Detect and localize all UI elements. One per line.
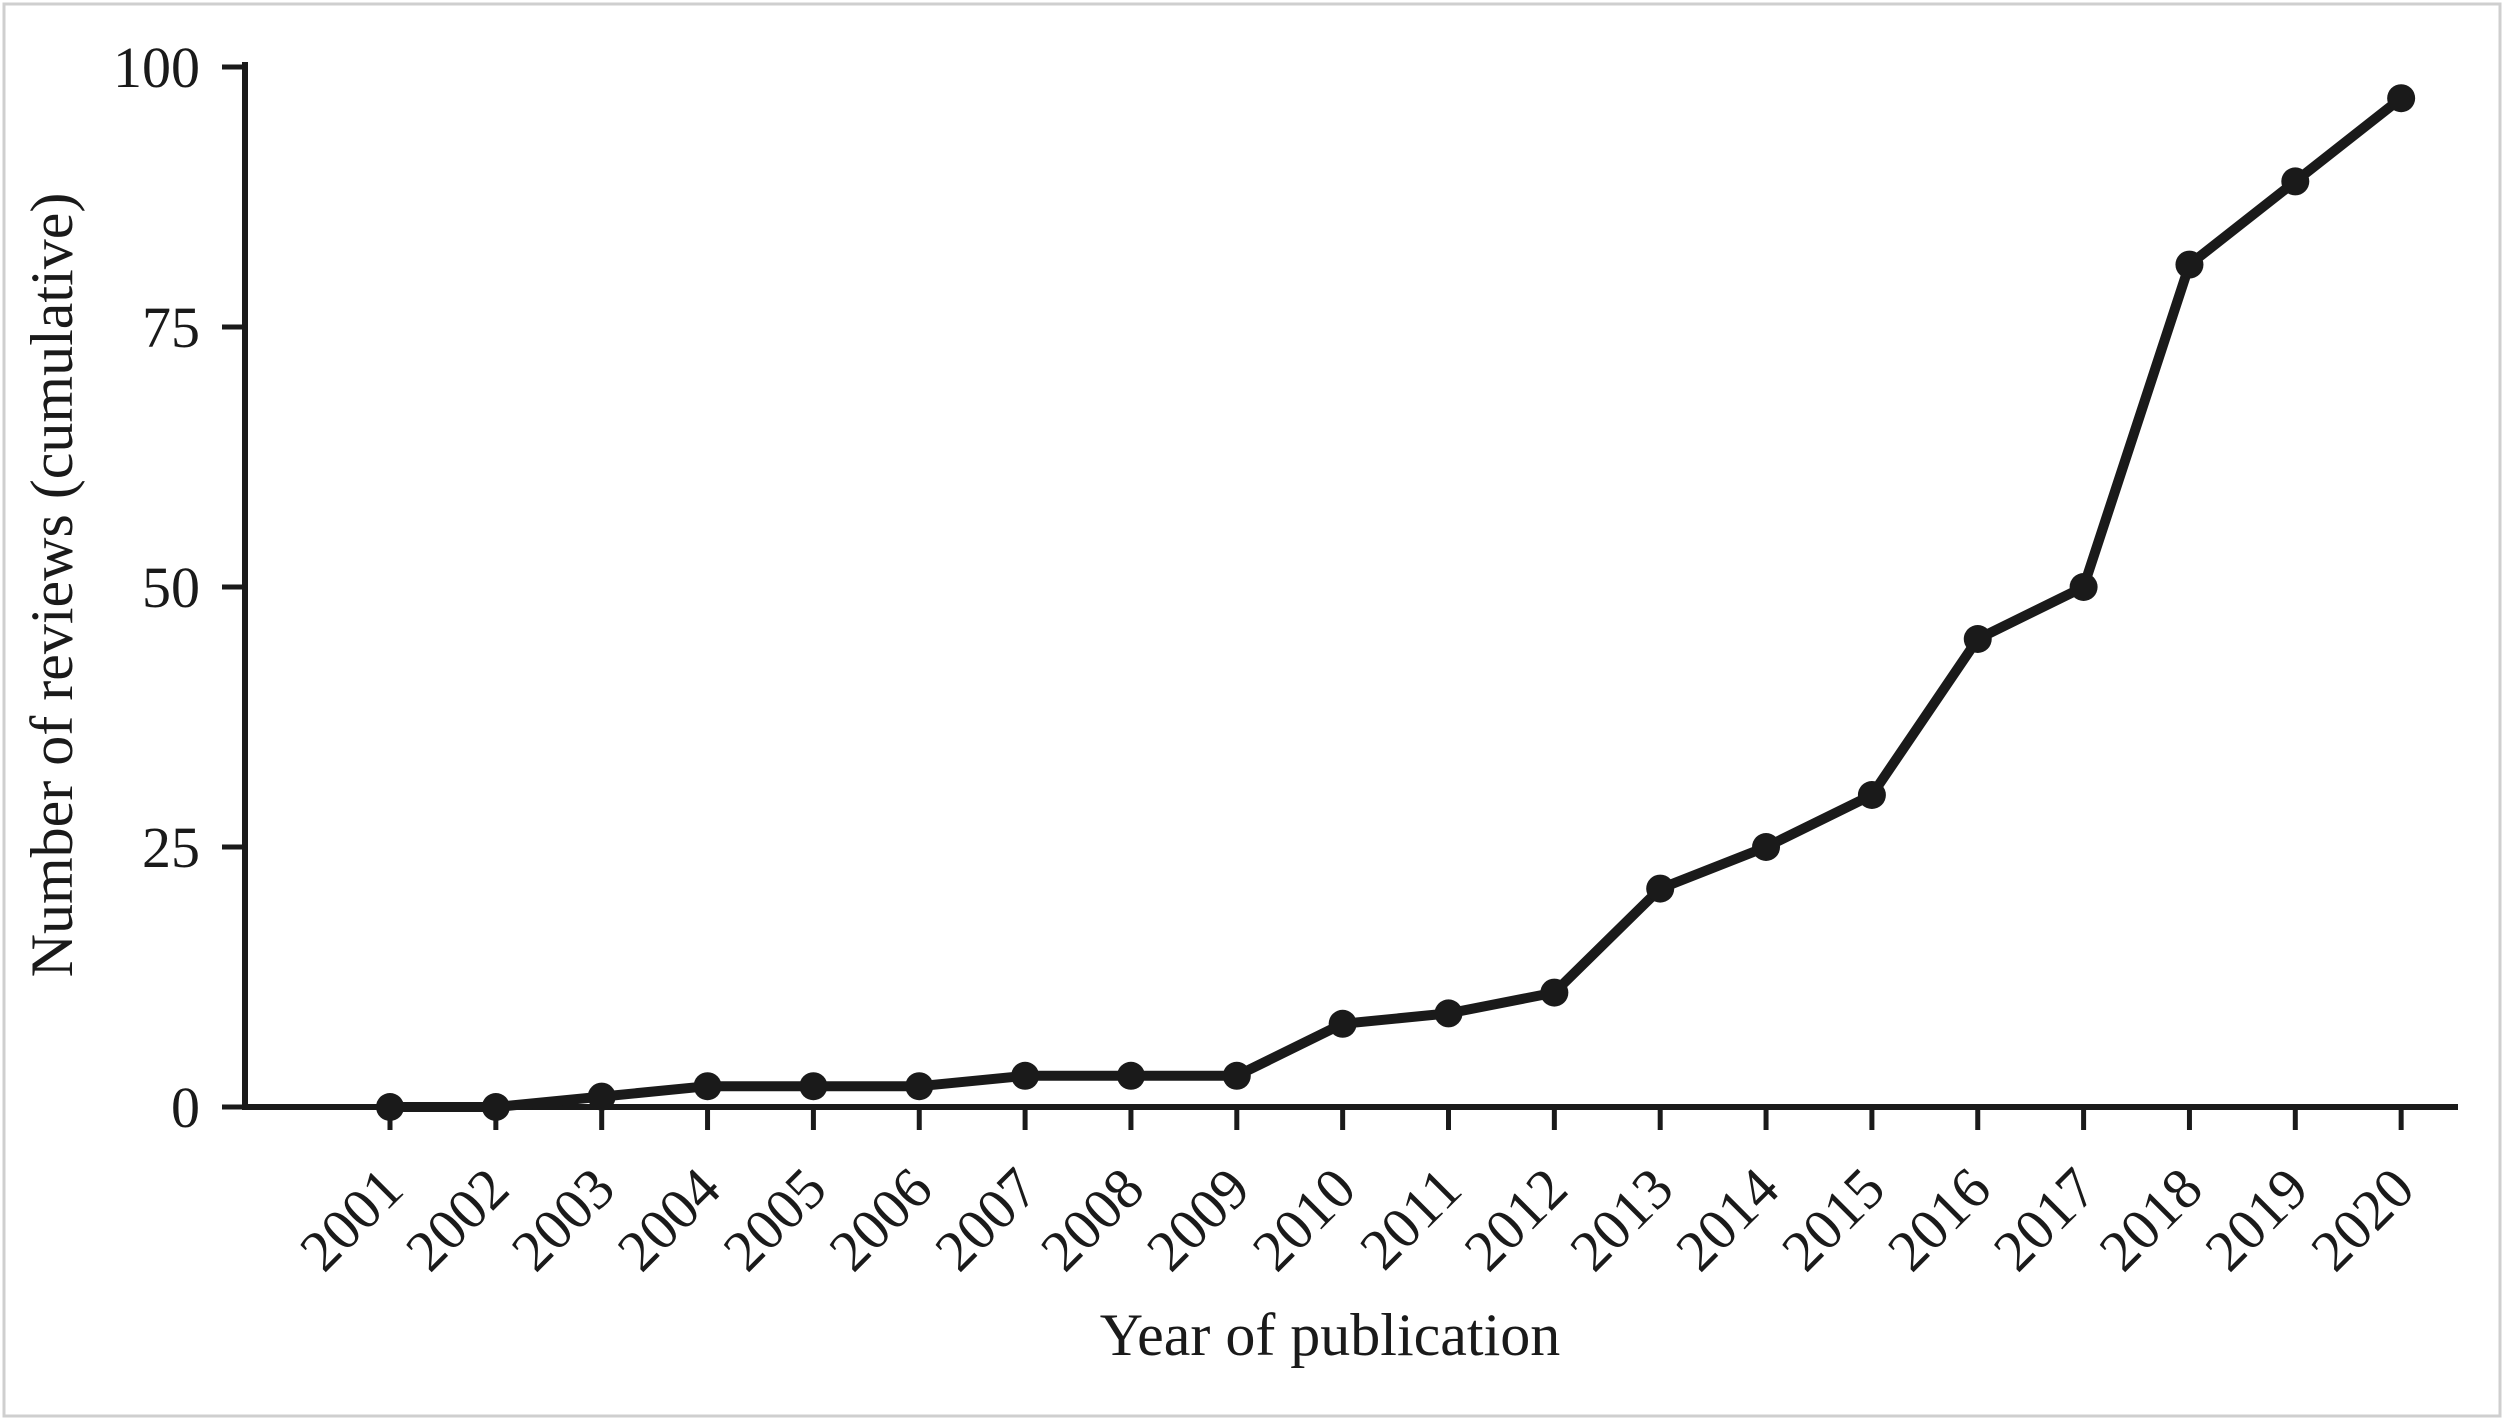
data-point-2018 <box>2175 250 2204 279</box>
x-tick-label: 2013 <box>1557 1155 1685 1283</box>
x-tick-label: 2005 <box>711 1155 839 1283</box>
data-point-2002 <box>481 1093 510 1121</box>
data-point-2010 <box>1328 1009 1357 1038</box>
data-point-2012 <box>1540 978 1569 1007</box>
data-point-2019 <box>2281 167 2310 196</box>
data-point-2005 <box>799 1072 828 1101</box>
data-point-2001 <box>376 1093 404 1121</box>
data-point-2013 <box>1646 874 1675 903</box>
series-line <box>385 93 2407 1112</box>
data-point-2014 <box>1752 833 1781 861</box>
x-axis-title: Year of publication <box>1100 1302 1561 1368</box>
x-tick-label: 2018 <box>2087 1155 2215 1283</box>
data-point-2016 <box>1963 625 1992 653</box>
data-point-2017 <box>2069 573 2098 601</box>
y-tick-label: 50 <box>142 555 200 620</box>
data-point-2003 <box>587 1082 616 1111</box>
data-point-2008 <box>1116 1061 1145 1090</box>
data-point-2011 <box>1434 999 1463 1028</box>
x-tick-label: 2010 <box>1240 1155 1368 1283</box>
x-tick-label: 2002 <box>393 1155 521 1283</box>
plot-area: 0255075100200120022003200420052006200720… <box>113 35 2458 1283</box>
y-tick-label: 75 <box>142 295 200 360</box>
data-point-2006 <box>905 1072 934 1101</box>
x-tick-label: 2001 <box>287 1155 415 1283</box>
x-tick-label: 2019 <box>2193 1155 2321 1283</box>
data-point-2007 <box>1011 1061 1040 1090</box>
x-tick-label: 2014 <box>1663 1155 1791 1283</box>
data-point-2004 <box>693 1072 722 1101</box>
x-tick-label: 2016 <box>1875 1155 2003 1283</box>
x-tick-label: 2006 <box>816 1155 944 1283</box>
y-tick-label: 25 <box>142 815 200 880</box>
y-tick-label: 100 <box>113 35 200 100</box>
x-tick-label: 2003 <box>499 1155 627 1283</box>
y-tick-label: 0 <box>171 1075 200 1140</box>
x-tick-label: 2011 <box>1347 1155 1473 1281</box>
data-point-2020 <box>2387 84 2416 113</box>
y-axis-title: Number of reviews (cumulative) <box>19 193 85 978</box>
x-tick-label: 2004 <box>605 1155 733 1283</box>
x-tick-label: 2012 <box>1452 1155 1580 1283</box>
x-tick-label: 2008 <box>1028 1155 1156 1283</box>
x-tick-label: 2020 <box>2298 1155 2426 1283</box>
x-tick-label: 2015 <box>1769 1155 1897 1283</box>
data-point-2015 <box>1857 781 1886 809</box>
x-tick-label: 2007 <box>922 1155 1050 1283</box>
data-point-2009 <box>1222 1061 1251 1090</box>
x-tick-label: 2017 <box>1981 1155 2109 1283</box>
x-tick-label: 2009 <box>1134 1155 1262 1283</box>
